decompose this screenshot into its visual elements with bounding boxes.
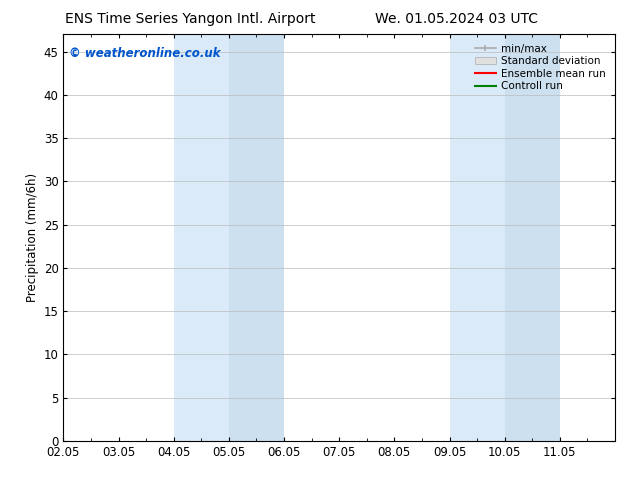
Y-axis label: Precipitation (mm/6h): Precipitation (mm/6h) [27,173,39,302]
Text: © weatheronline.co.uk: © weatheronline.co.uk [69,47,221,59]
Text: ENS Time Series Yangon Intl. Airport: ENS Time Series Yangon Intl. Airport [65,12,316,26]
Text: We. 01.05.2024 03 UTC: We. 01.05.2024 03 UTC [375,12,538,26]
Bar [174,34,229,441]
Bar [505,34,560,441]
Legend: min/max, Standard deviation, Ensemble mean run, Controll run: min/max, Standard deviation, Ensemble me… [470,40,610,96]
Bar [450,34,505,441]
Bar [229,34,284,441]
